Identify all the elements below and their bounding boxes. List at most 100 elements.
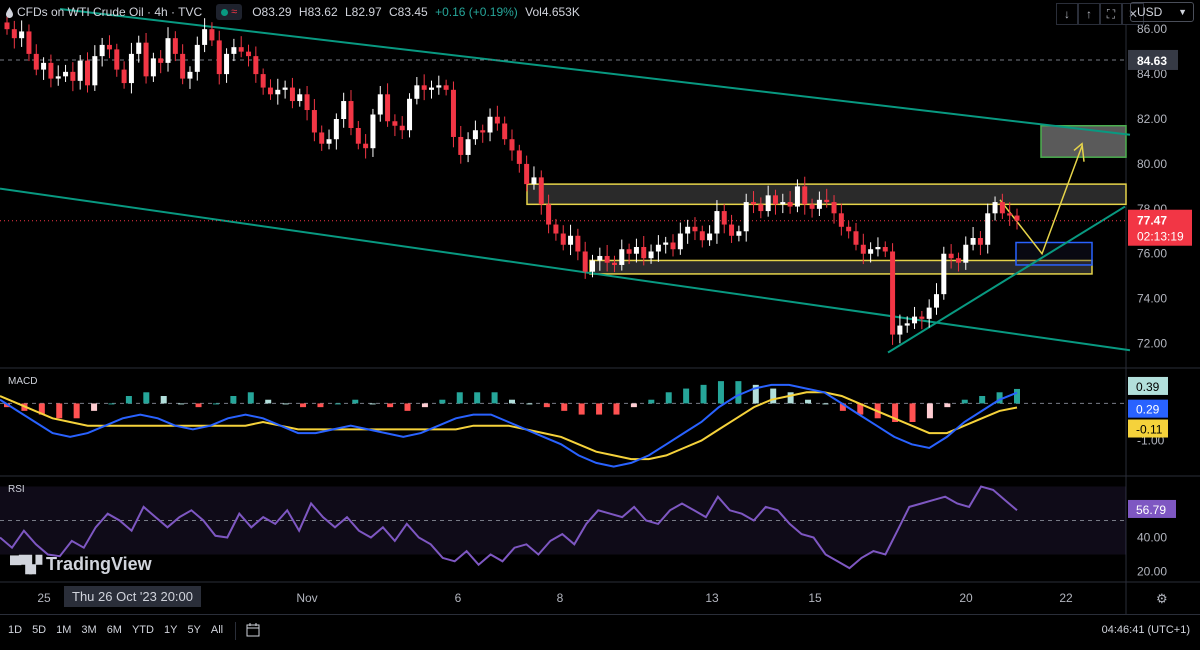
candle-body [714, 211, 720, 234]
candle-body [450, 89, 456, 137]
expand-icon[interactable]: ⛶ [1100, 3, 1122, 25]
candle-body [209, 29, 215, 41]
candle-body [904, 323, 910, 326]
calendar-icon[interactable] [246, 623, 260, 637]
candle-body [399, 125, 405, 131]
timeframe-5d[interactable]: 5D [32, 624, 47, 636]
candle-body [253, 56, 259, 75]
close-icon[interactable]: ✕ [1122, 3, 1144, 25]
candle-body [341, 101, 347, 120]
candle-body [114, 49, 120, 70]
macd-histogram-bar [839, 403, 846, 411]
market-status-badge[interactable]: ≈ [216, 4, 243, 20]
macd-histogram-bar [317, 403, 324, 408]
clock-readout[interactable]: 04:46:41 (UTC+1) [1101, 624, 1190, 636]
symbol-title[interactable]: CFDs on WTI Crude Oil · 4h · TVC [17, 5, 203, 19]
macd-histogram-bar [665, 392, 672, 404]
candle-body [428, 87, 434, 90]
timeframe-1m[interactable]: 1M [56, 624, 72, 636]
arrow-up-icon[interactable]: ↑ [1078, 3, 1100, 25]
candle-body [992, 202, 998, 214]
macd-histogram-bar [613, 403, 620, 415]
candle-body [794, 186, 800, 207]
gear-icon[interactable]: ⚙ [1156, 591, 1168, 606]
currency-select[interactable]: USD ▼ [1130, 2, 1194, 22]
timeframe-1d[interactable]: 1D [8, 624, 23, 636]
rsi-title[interactable]: RSI [8, 484, 25, 495]
macd-histogram-bar [822, 403, 829, 405]
macd-line [0, 383, 1018, 468]
candle-body [882, 246, 888, 252]
candle-body [106, 44, 112, 50]
candle-body [326, 139, 332, 144]
tradingview-logo-icon: ▀▜▞ [10, 556, 42, 574]
candle-body [363, 143, 369, 149]
currency-label: USD [1137, 5, 1163, 19]
candle-body [538, 177, 544, 205]
candle-body [260, 74, 266, 88]
arrow-down-icon[interactable]: ↓ [1056, 3, 1078, 25]
price-tick: 76.00 [1137, 247, 1167, 261]
candle-body [172, 38, 178, 54]
timeframe-1y[interactable]: 1Y [163, 624, 178, 636]
candle-body [297, 94, 303, 102]
macd-histogram-bar [143, 392, 150, 404]
macd-histogram-bar [752, 384, 759, 404]
timeframe-5y[interactable]: 5Y [187, 624, 201, 636]
candle-body [480, 130, 486, 133]
candle-body [165, 38, 171, 63]
time-crosshair-label: Thu 26 Oct '23 20:00 [64, 586, 202, 607]
time-tick: 15 [808, 591, 822, 605]
candle-body [99, 44, 105, 57]
timeframe-ytd[interactable]: YTD [131, 624, 154, 636]
timeframe-all[interactable]: All [210, 624, 224, 636]
candle-body [582, 251, 588, 272]
candle-body [633, 246, 639, 254]
candle-body [890, 251, 896, 335]
candle-body [1014, 215, 1020, 221]
candle-body [4, 22, 10, 30]
macd-histogram-label-tag [1128, 376, 1168, 395]
time-tick: 22 [1059, 591, 1073, 605]
rsi-value-tag [1128, 499, 1176, 518]
candle-body [985, 213, 991, 245]
macd-histogram-bar [178, 403, 185, 405]
candle-body [809, 204, 815, 209]
macd-histogram-bar [543, 403, 550, 408]
macd-histogram-bar [630, 403, 637, 408]
last-price-label: 77.47 [1137, 214, 1167, 228]
candle-body [392, 121, 398, 126]
candle-body [282, 87, 288, 90]
candle-body [77, 60, 83, 81]
candle-body [838, 213, 844, 227]
close-value: C83.45 [389, 5, 428, 19]
macd-histogram-bar [56, 403, 63, 419]
chart-header: CFDs on WTI Crude Oil · 4h · TVC ≈ O83.2… [6, 3, 584, 21]
candle-body [641, 246, 647, 259]
candle-body [267, 87, 273, 95]
macd-histogram-bar [509, 399, 515, 404]
macd-histogram-bar [892, 403, 899, 422]
macd-histogram-bar [73, 403, 80, 419]
macd-histogram-bar [352, 399, 359, 404]
macd-histogram-bar [735, 381, 742, 404]
candle-body [150, 58, 156, 77]
macd-histogram-bar [979, 396, 986, 404]
candle-body [128, 53, 134, 84]
candle-body [377, 94, 383, 115]
candle-body [472, 130, 478, 140]
candle-body [970, 238, 976, 245]
projection-arrowhead [1073, 142, 1085, 162]
timeframe-6m[interactable]: 6M [106, 624, 122, 636]
macd-histogram-bar [996, 392, 1003, 404]
candle-body [19, 31, 25, 39]
candle-body [311, 110, 317, 133]
macd-title[interactable]: MACD [8, 376, 38, 387]
price-tick: 80.00 [1137, 157, 1167, 171]
macd-histogram-bar [909, 403, 916, 422]
macd-histogram-bar [404, 403, 411, 411]
candle-body [787, 202, 793, 207]
crosshair-price-tag [1128, 49, 1178, 70]
timeframe-3m[interactable]: 3M [81, 624, 97, 636]
